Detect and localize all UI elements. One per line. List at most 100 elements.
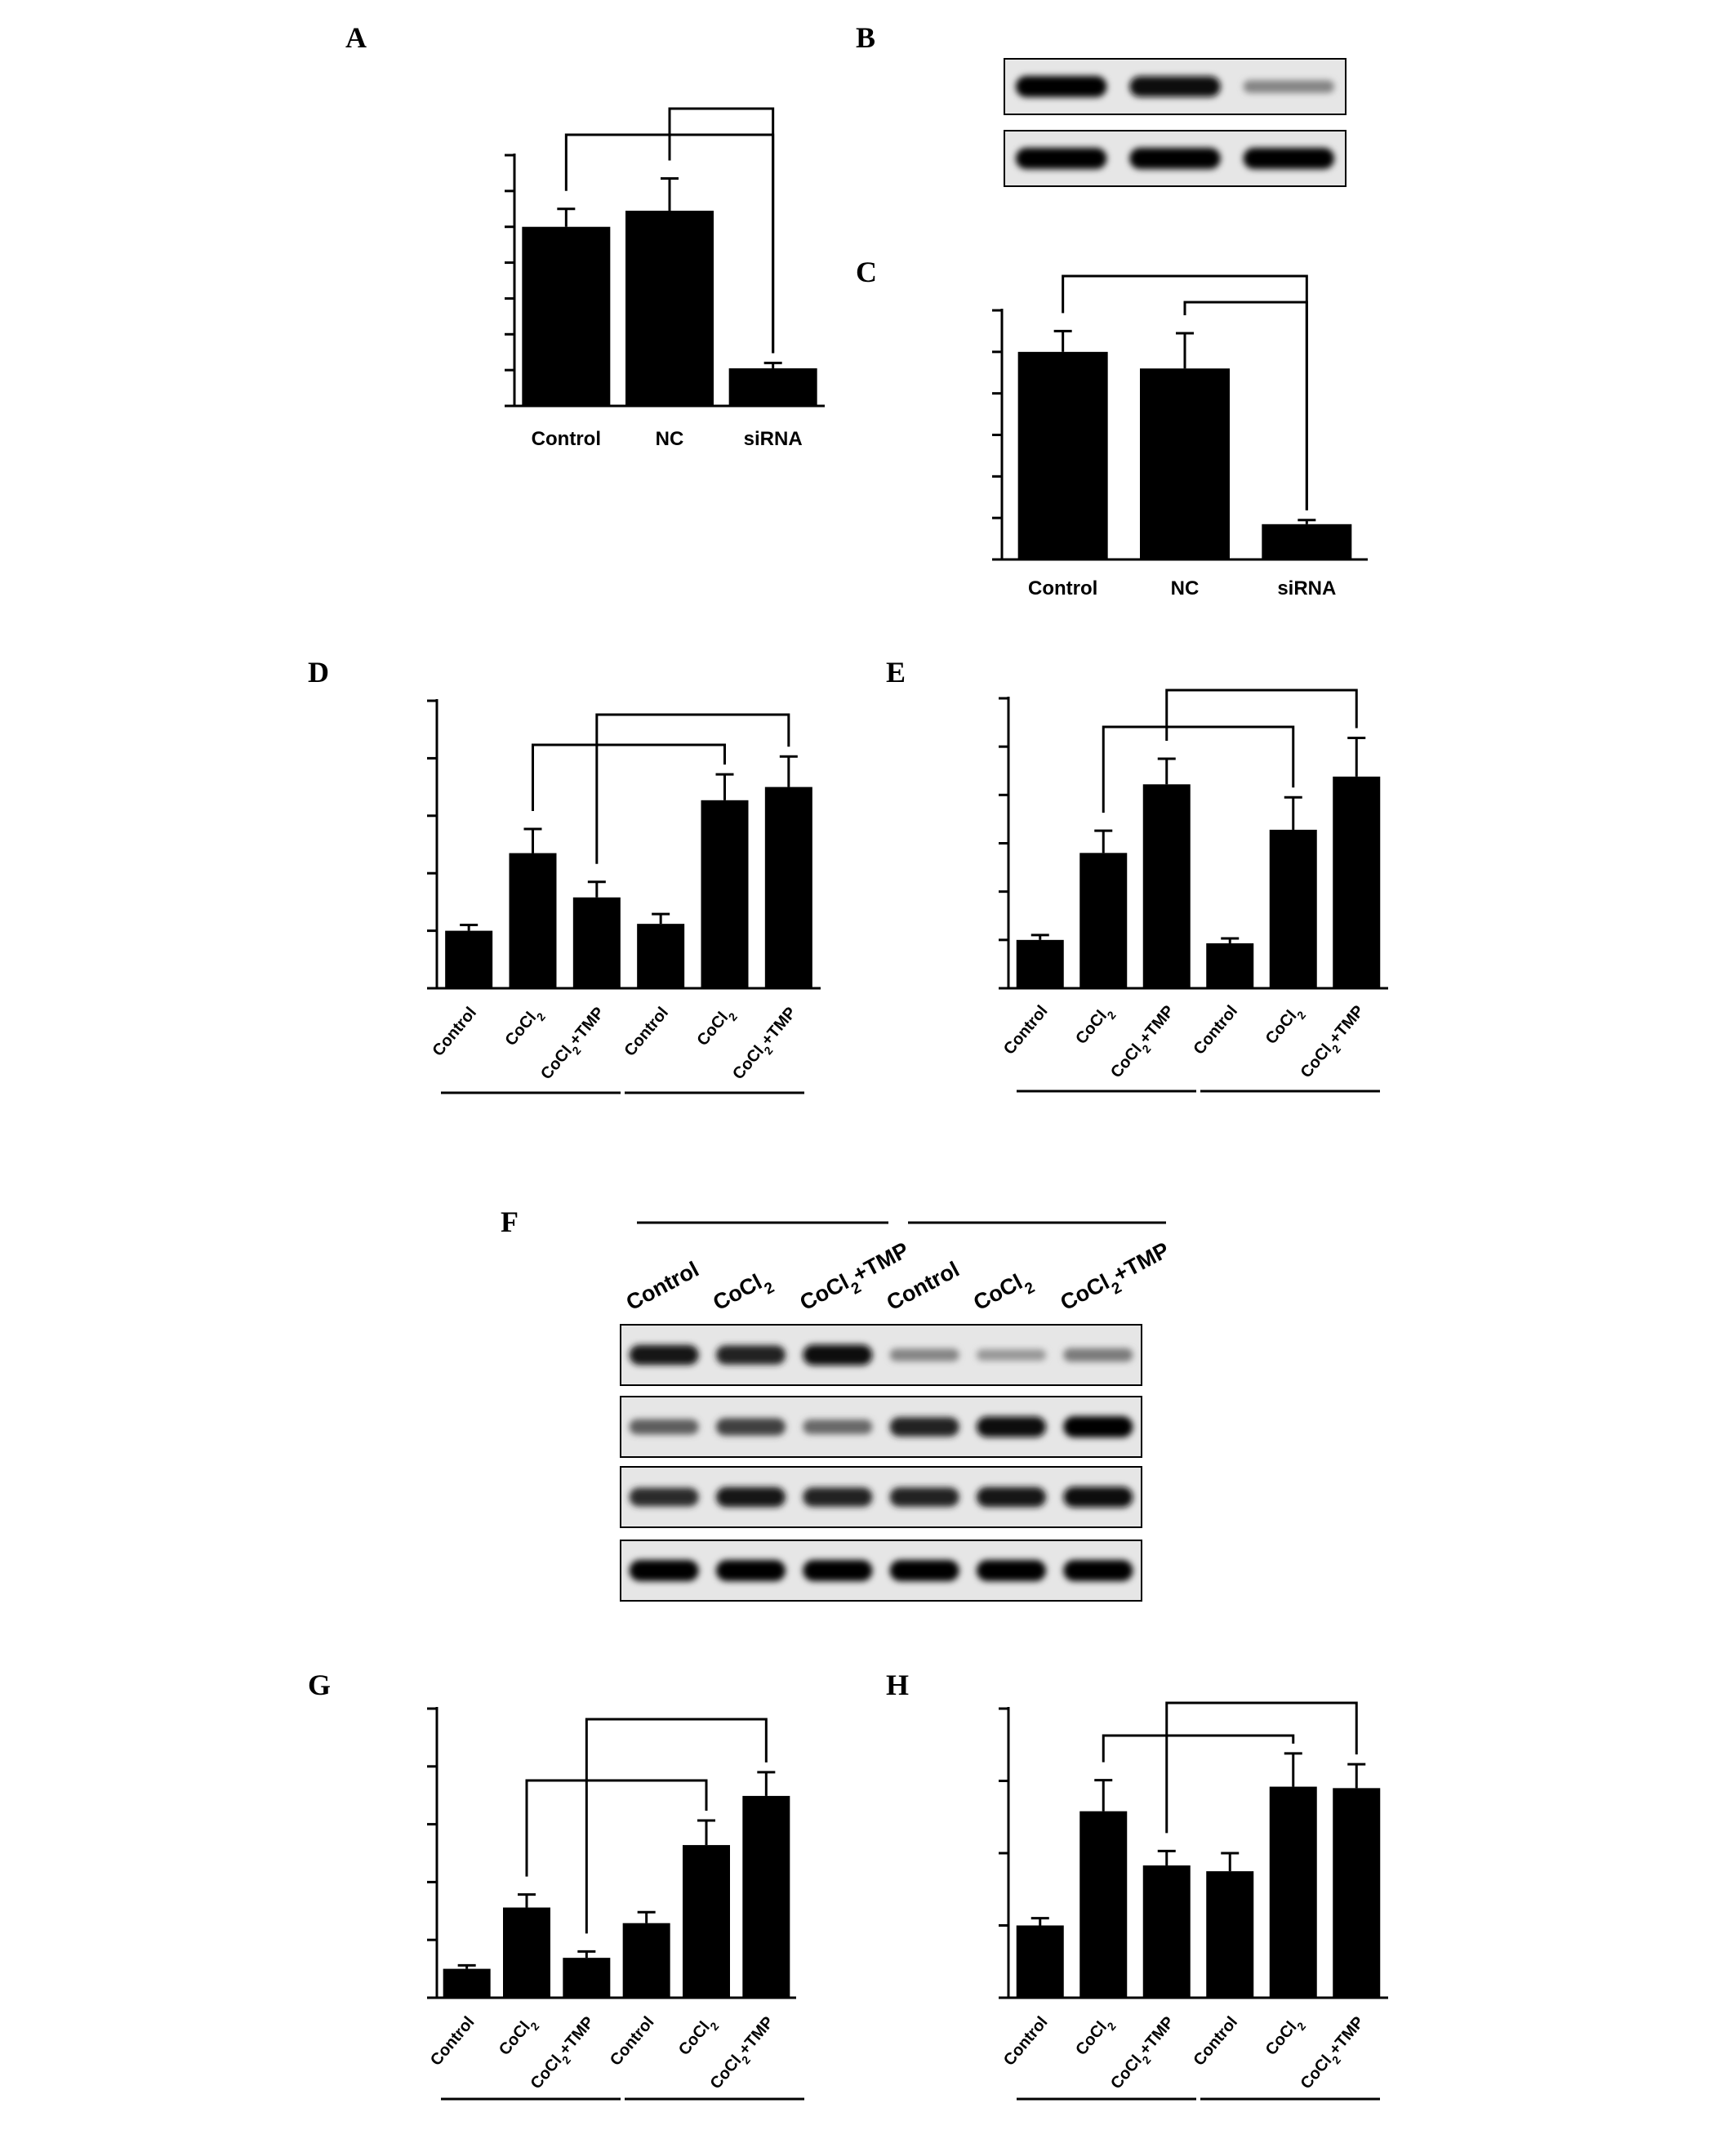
blot-band	[803, 1344, 873, 1366]
significance-bracket	[1165, 689, 1358, 741]
panel-label-h: H	[886, 1669, 909, 1701]
panel-label-g: G	[308, 1669, 331, 1701]
panel-label-d: D	[308, 656, 329, 689]
bar	[1206, 1871, 1254, 1998]
blot-b	[1004, 58, 1347, 187]
significance-bracket	[1102, 725, 1295, 813]
bar	[637, 924, 685, 988]
blot-band	[629, 1560, 699, 1581]
blot-band	[889, 1417, 959, 1437]
category-label: siRNA	[1277, 577, 1336, 599]
blot-band	[976, 1349, 1047, 1361]
blot-band	[889, 1560, 959, 1581]
bar	[1079, 1811, 1128, 1998]
bar	[445, 930, 493, 988]
blot-lane-label: CoCl2+TMP	[1057, 1237, 1177, 1322]
blot-band	[1063, 1416, 1133, 1437]
blot-band	[889, 1348, 959, 1361]
bar	[742, 1795, 790, 1998]
bar	[503, 1907, 550, 1998]
bar	[572, 897, 621, 988]
blot-band	[629, 1344, 699, 1366]
bar	[1142, 1865, 1191, 1998]
category-label: CoCl2	[501, 1004, 548, 1053]
significance-bracket	[668, 107, 775, 354]
bar	[1333, 776, 1381, 988]
panel-label-e: E	[886, 656, 906, 689]
category-label: siRNA	[744, 428, 803, 450]
bar	[764, 787, 812, 988]
bar	[625, 210, 714, 406]
blot-band	[803, 1560, 873, 1581]
significance-bracket	[1102, 1734, 1295, 1763]
category-label: Control	[427, 2013, 479, 2070]
blot-frame	[620, 1540, 1142, 1602]
category-label: CoCl2+TMP	[1298, 2013, 1372, 2096]
bar	[1333, 1788, 1381, 1998]
blot-band	[976, 1416, 1047, 1437]
bar	[1017, 351, 1108, 559]
blot-lane-label: Control	[622, 1257, 703, 1316]
blot-band	[889, 1487, 959, 1507]
category-label: CoCl2	[1072, 1002, 1119, 1051]
bar	[509, 853, 557, 988]
category-label: CoCl2	[496, 2013, 542, 2062]
bar	[1269, 1786, 1317, 1998]
panel-label-f: F	[501, 1205, 519, 1238]
bar	[728, 368, 817, 406]
category-label: Control	[429, 1004, 480, 1060]
category-label: Control	[1028, 577, 1097, 599]
bar	[1262, 524, 1352, 559]
category-label: NC	[1171, 577, 1200, 599]
bar	[1142, 784, 1191, 988]
blot-band	[1063, 1486, 1133, 1508]
category-label: CoCl2+TMP	[729, 1004, 803, 1086]
bar	[443, 1968, 491, 1998]
bar	[701, 800, 749, 988]
bar	[1269, 829, 1317, 988]
category-label: Control	[621, 1004, 672, 1060]
bar	[1016, 1925, 1064, 1998]
chart-a: Control NC siRNA	[505, 107, 825, 450]
blot-band	[1063, 1348, 1133, 1362]
significance-bracket	[1165, 1701, 1358, 1834]
blot-band	[976, 1560, 1047, 1581]
category-label: CoCl2+TMP	[1298, 1002, 1372, 1085]
bar	[522, 226, 611, 406]
category-label: NC	[656, 428, 684, 450]
category-label: CoCl2	[675, 2013, 722, 2062]
bar	[563, 1958, 611, 1998]
category-label: Control	[607, 2013, 658, 2070]
significance-bracket	[585, 1718, 768, 1934]
blot-band	[1243, 148, 1335, 169]
chart-c: Control NC siRNA	[992, 274, 1368, 599]
panel-label-a: A	[345, 21, 367, 54]
category-label: Control	[532, 428, 601, 450]
blot-band	[1063, 1560, 1133, 1581]
blot-band	[976, 1486, 1047, 1508]
blot-frame	[620, 1466, 1142, 1528]
category-label: CoCl2+TMP	[537, 1004, 612, 1086]
panel-label-b: B	[856, 21, 875, 54]
category-label: Control	[1191, 2013, 1242, 2070]
significance-bracket	[1183, 301, 1308, 510]
blot-band	[803, 1419, 873, 1434]
blot-band	[1015, 148, 1107, 169]
panel-label-c: C	[856, 256, 877, 288]
blot-band	[1243, 80, 1335, 93]
blot-band	[1129, 148, 1221, 169]
blot-band	[1015, 76, 1107, 97]
significance-bracket	[525, 1779, 708, 1877]
blot-band	[715, 1345, 786, 1365]
category-label: CoCl2+TMP	[1107, 1002, 1182, 1085]
category-label: Control	[1191, 1002, 1242, 1058]
significance-bracket	[595, 713, 790, 864]
bar	[1140, 368, 1230, 559]
blot-band	[629, 1419, 699, 1435]
